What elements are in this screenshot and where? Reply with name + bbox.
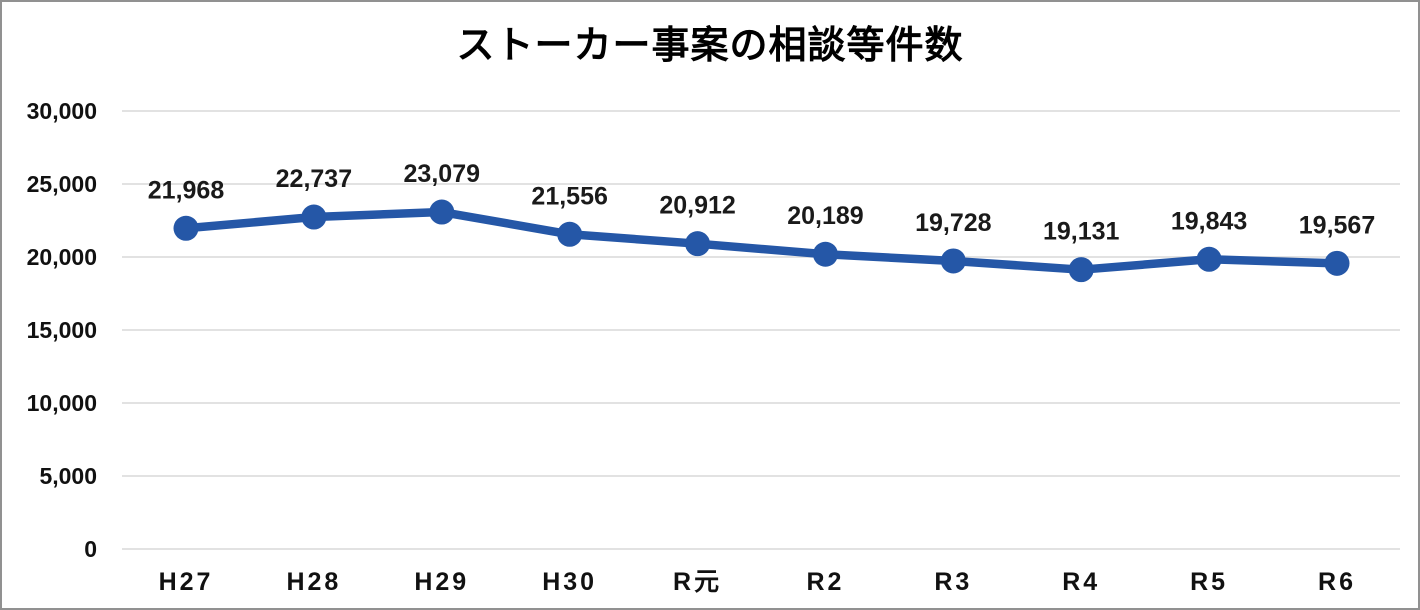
x-axis-tick-label: H29: [414, 568, 469, 596]
x-axis-tick-label: R4: [1062, 568, 1100, 596]
data-point-marker: [940, 248, 966, 274]
data-point-label: 19,843: [1171, 207, 1247, 235]
data-point-marker: [1068, 257, 1094, 283]
data-point-label: 20,189: [787, 202, 863, 230]
y-axis-tick-label: 20,000: [27, 244, 97, 270]
data-point-marker: [812, 241, 838, 267]
x-axis-tick-label: R6: [1318, 568, 1356, 596]
data-point-label: 23,079: [404, 160, 480, 188]
x-axis-tick-label: H27: [159, 568, 214, 596]
x-axis-tick-label: H28: [286, 568, 341, 596]
x-axis-tick-label: H30: [542, 568, 597, 596]
data-point-label: 19,131: [1043, 218, 1120, 246]
y-axis-tick-label: 30,000: [27, 98, 97, 124]
series-line: [181, 207, 1342, 274]
y-axis-tick-label: 5,000: [39, 463, 97, 489]
x-axis-tick-label: R元: [673, 568, 722, 596]
x-axis-tick-label: R3: [934, 568, 972, 596]
data-point-label: 21,556: [531, 182, 607, 210]
data-point-marker: [1196, 246, 1222, 272]
x-axis-tick-label: R5: [1190, 568, 1228, 596]
y-axis-tick-label: 10,000: [27, 390, 97, 416]
data-point-marker: [685, 231, 711, 257]
y-axis-tick-label: 25,000: [27, 171, 97, 197]
y-axis-tick-label: 15,000: [27, 317, 97, 343]
data-point-label: 19,567: [1299, 211, 1375, 239]
data-point-label: 19,728: [915, 209, 992, 237]
chart-title: ストーカー事案の相談等件数: [456, 25, 964, 67]
data-point-marker: [173, 215, 199, 241]
x-axis-tick-label: R2: [806, 568, 844, 596]
data-point-label: 21,968: [148, 176, 225, 204]
data-point-label: 20,912: [659, 192, 735, 220]
data-point-marker: [1324, 250, 1350, 276]
data-point-marker: [557, 221, 583, 247]
y-axis-tick-label: 0: [84, 536, 97, 562]
data-point-marker: [301, 204, 327, 230]
data-point-marker: [429, 199, 455, 225]
data-point-label: 22,737: [276, 165, 352, 193]
